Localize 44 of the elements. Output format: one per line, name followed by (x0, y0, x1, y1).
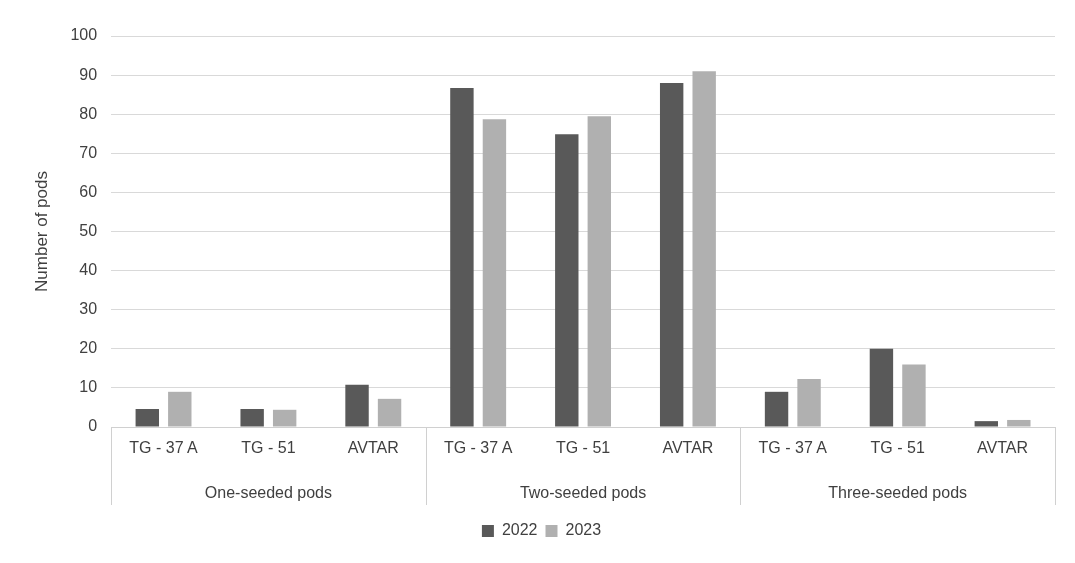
y-tick-label: 40 (79, 261, 98, 279)
x-tick-label: TG - 37 A (758, 439, 828, 457)
bar (902, 364, 926, 427)
text: One-seeded pods (204, 484, 333, 502)
y-tick-label: 70 (79, 143, 98, 161)
y-tick-label: 50 (79, 221, 98, 239)
y-tick-label: 30 (79, 300, 98, 318)
x-tick-label: AVTAR (662, 439, 714, 457)
x-tick-label: AVTAR (347, 439, 399, 457)
text: Three-seeded pods (828, 484, 968, 502)
y-axis-title: Number of pods (31, 171, 51, 292)
y-tick-label: 20 (79, 339, 98, 357)
bar (135, 409, 159, 427)
y-tick-label: 10 (79, 378, 98, 396)
x-tick-label: TG - 51 (241, 439, 296, 457)
bar (168, 391, 192, 427)
bar (240, 409, 264, 427)
x-tick-label: TG - 51 (555, 439, 611, 457)
x-tick-label: TG - 37 A (129, 439, 199, 457)
bar (764, 391, 789, 427)
bar (482, 119, 507, 427)
bar (797, 378, 821, 427)
bar (345, 384, 369, 427)
x-tick-label: AVTAR (977, 439, 1029, 457)
bar (377, 398, 402, 427)
bar (692, 71, 716, 427)
y-tick-label: 90 (79, 65, 98, 83)
legend-label: 2023 (565, 521, 602, 539)
legend-label: 2022 (501, 521, 538, 539)
bar (587, 116, 612, 427)
bar (974, 421, 999, 427)
y-tick-label: 100 (70, 26, 98, 44)
bar (272, 409, 297, 427)
bar (659, 82, 684, 427)
bar (869, 348, 894, 427)
x-tick-label: TG - 51 (870, 439, 925, 457)
y-tick-label: 60 (79, 182, 98, 200)
x-tick-label: TG - 37 A (443, 439, 513, 457)
bar (450, 88, 474, 427)
y-tick-label: 80 (79, 104, 98, 122)
y-tick-label: 0 (88, 417, 98, 435)
bar (1007, 419, 1031, 427)
text: Two-seeded pods (519, 484, 647, 502)
bar (555, 134, 579, 427)
